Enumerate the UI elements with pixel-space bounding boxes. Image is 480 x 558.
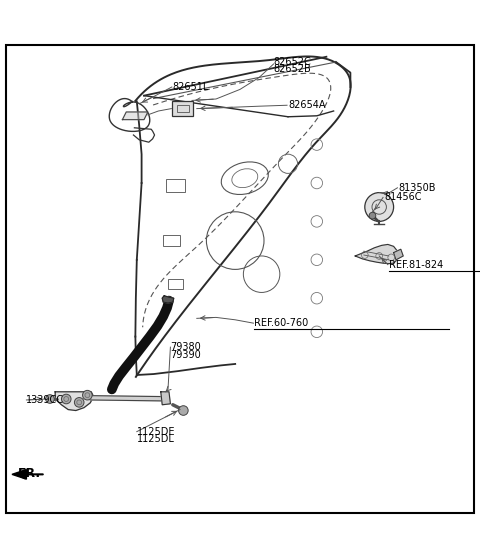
- Text: 81456C: 81456C: [384, 193, 421, 203]
- Polygon shape: [90, 396, 164, 401]
- Circle shape: [61, 394, 71, 404]
- Bar: [172, 102, 193, 116]
- Polygon shape: [122, 112, 148, 119]
- Bar: [166, 179, 185, 192]
- Polygon shape: [161, 392, 170, 405]
- Circle shape: [369, 212, 376, 219]
- Text: REF.60-760: REF.60-760: [254, 318, 309, 328]
- Text: 82651L: 82651L: [173, 82, 209, 92]
- Text: 79390: 79390: [170, 350, 201, 360]
- Circle shape: [179, 406, 188, 415]
- Text: 1125DL: 1125DL: [137, 434, 175, 444]
- Polygon shape: [355, 244, 398, 263]
- Text: FR.: FR.: [18, 468, 41, 480]
- Text: 1339CC: 1339CC: [26, 395, 64, 405]
- Text: 82652C: 82652C: [274, 57, 312, 67]
- Text: 79380: 79380: [170, 342, 201, 352]
- Circle shape: [46, 395, 54, 403]
- Polygon shape: [394, 249, 403, 260]
- Text: REF.81-824: REF.81-824: [389, 259, 443, 270]
- Polygon shape: [12, 470, 26, 479]
- Text: 82652B: 82652B: [274, 64, 312, 74]
- Polygon shape: [162, 296, 174, 303]
- Circle shape: [74, 397, 84, 407]
- Bar: [168, 278, 183, 289]
- Circle shape: [365, 193, 394, 222]
- Text: 1125DE: 1125DE: [137, 427, 175, 437]
- Circle shape: [83, 391, 92, 400]
- Bar: [163, 235, 180, 246]
- Text: 81350B: 81350B: [398, 183, 436, 193]
- Text: 82654A: 82654A: [288, 100, 325, 110]
- Polygon shape: [55, 392, 94, 411]
- Bar: [177, 105, 189, 112]
